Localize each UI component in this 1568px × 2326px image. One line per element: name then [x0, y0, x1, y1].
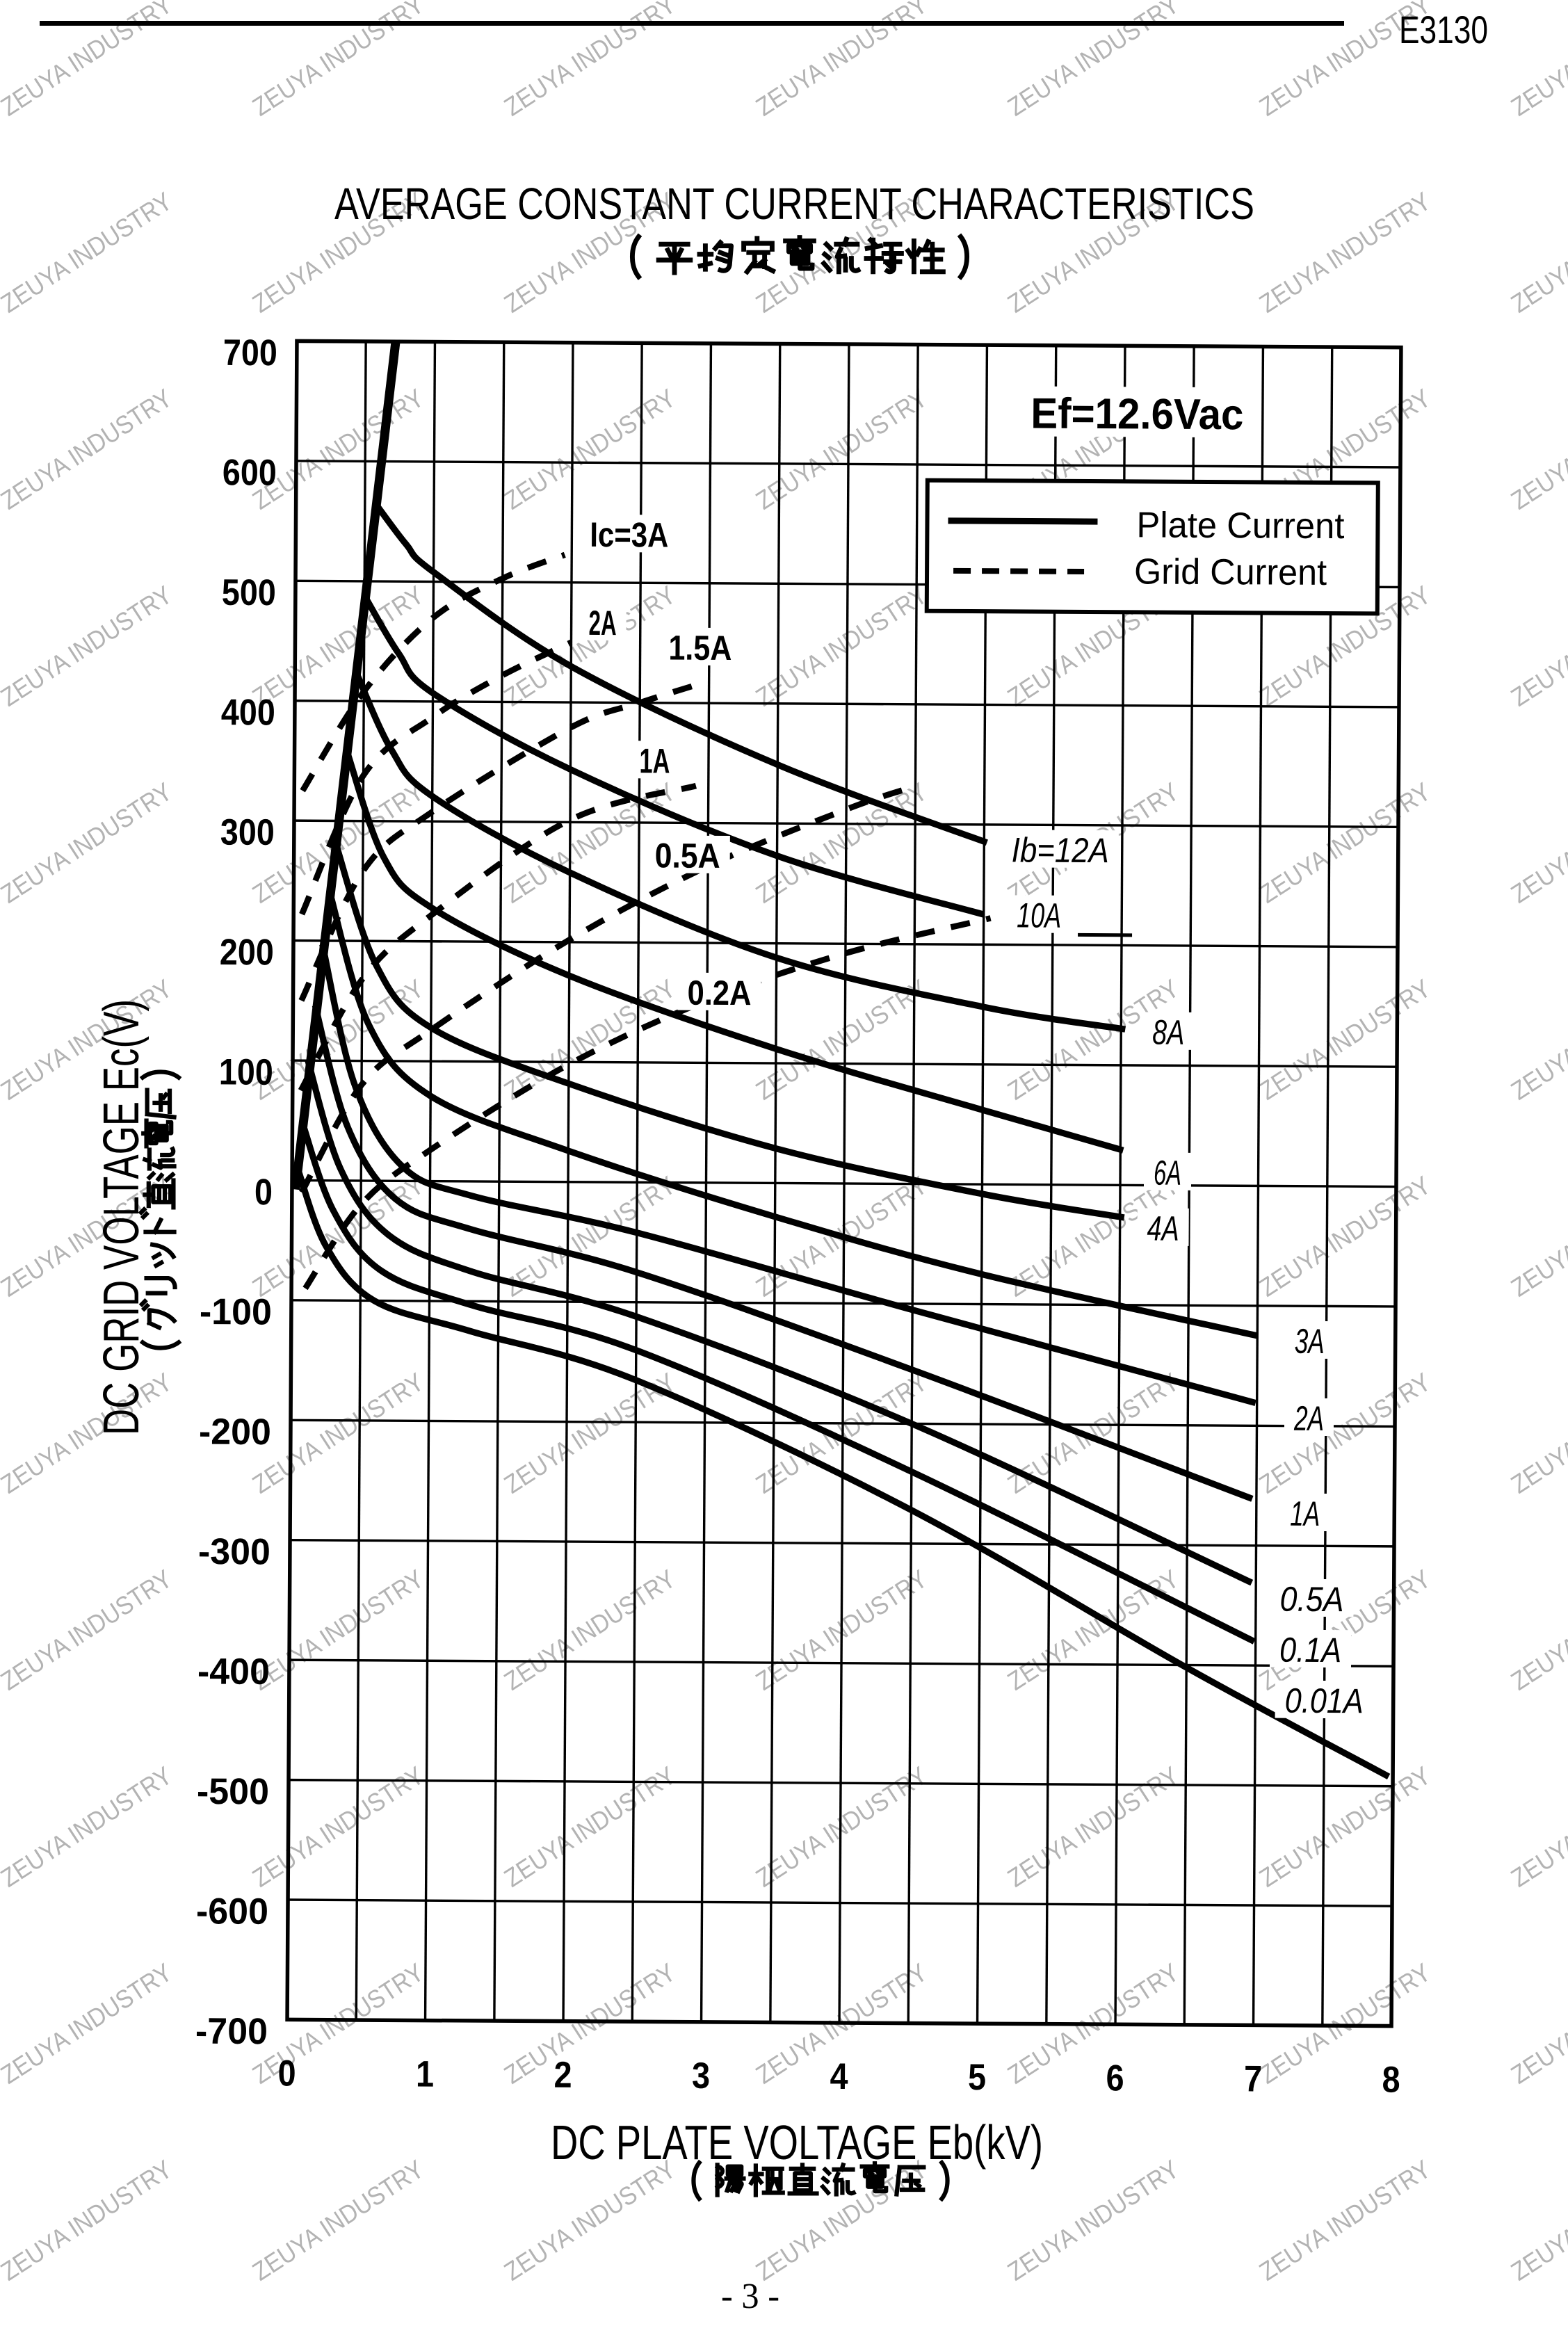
svg-text:0: 0: [254, 1172, 273, 1213]
svg-text:1A: 1A: [1290, 1494, 1320, 1533]
svg-text:0.5A: 0.5A: [655, 836, 720, 875]
svg-text:300: 300: [220, 812, 275, 853]
svg-text:600: 600: [223, 452, 277, 493]
svg-text:-400: -400: [197, 1651, 270, 1693]
svg-text:7: 7: [1244, 2058, 1262, 2099]
svg-text:5: 5: [968, 2057, 986, 2098]
svg-text:DC PLATE VOLTAGE Eb(kV): DC PLATE VOLTAGE Eb(kV): [551, 2115, 1043, 2170]
svg-text:10A: 10A: [1017, 896, 1061, 935]
svg-text:6A: 6A: [1154, 1154, 1181, 1193]
svg-text:100: 100: [219, 1051, 273, 1092]
svg-text:2A: 2A: [1293, 1399, 1324, 1438]
svg-text:-600: -600: [196, 1891, 268, 1932]
svg-text:-200: -200: [199, 1412, 271, 1453]
svg-text:3: 3: [692, 2056, 710, 2097]
svg-text:-300: -300: [198, 1531, 270, 1573]
svg-text:Ib=12A: Ib=12A: [1012, 830, 1109, 870]
svg-text:4A: 4A: [1147, 1209, 1179, 1248]
svg-text:1: 1: [416, 2053, 434, 2094]
svg-text:0.01A: 0.01A: [1285, 1681, 1364, 1721]
svg-text:Ef=12.6Vac: Ef=12.6Vac: [1030, 390, 1243, 439]
svg-text:Plate Current: Plate Current: [1136, 505, 1345, 547]
svg-text:2A: 2A: [588, 604, 616, 643]
svg-text:0.1A: 0.1A: [1279, 1631, 1341, 1670]
svg-text:0.2A: 0.2A: [687, 974, 751, 1013]
svg-text:0.5A: 0.5A: [1279, 1580, 1343, 1620]
svg-text:700: 700: [223, 332, 277, 373]
svg-text:6: 6: [1106, 2058, 1124, 2099]
svg-text:E3130: E3130: [1399, 8, 1488, 51]
svg-text:DC GRID VOLTAGE Ec(V): DC GRID VOLTAGE Ec(V): [94, 999, 149, 1435]
svg-text:3A: 3A: [1295, 1322, 1325, 1361]
svg-text:Ic=3A: Ic=3A: [590, 515, 668, 555]
svg-text:8: 8: [1382, 2059, 1400, 2100]
svg-text:400: 400: [221, 692, 275, 733]
svg-text:-700: -700: [195, 2011, 268, 2053]
svg-text:2: 2: [553, 2055, 572, 2096]
svg-text:1.5A: 1.5A: [668, 629, 732, 668]
svg-text:8A: 8A: [1152, 1013, 1184, 1052]
svg-text:Grid Current: Grid Current: [1134, 551, 1327, 593]
svg-text:200: 200: [220, 932, 274, 973]
svg-text:4: 4: [830, 2056, 848, 2097]
svg-text:-100: -100: [200, 1291, 272, 1333]
svg-text:0: 0: [277, 2053, 296, 2094]
svg-text:AVERAGE CONSTANT CURRENT CHARA: AVERAGE CONSTANT CURRENT CHARACTERISTICS: [334, 179, 1254, 229]
svg-text:-500: -500: [197, 1771, 269, 1813]
svg-text:1A: 1A: [639, 741, 670, 780]
svg-text:- 3 -: - 3 -: [721, 2277, 779, 2316]
svg-text:500: 500: [222, 572, 276, 613]
